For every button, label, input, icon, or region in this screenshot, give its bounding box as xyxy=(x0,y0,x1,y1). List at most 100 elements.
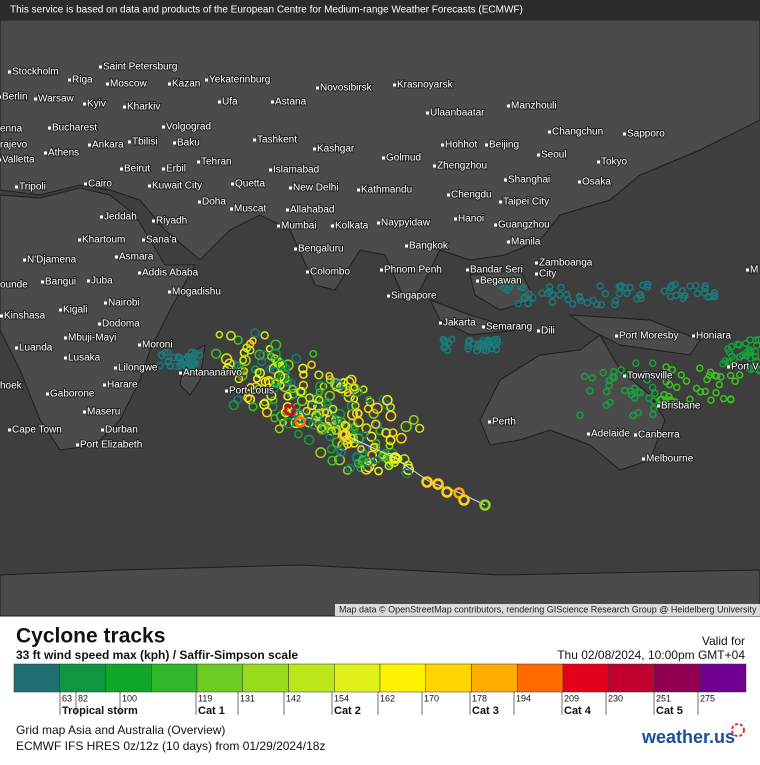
track-point xyxy=(752,357,760,365)
track-point xyxy=(345,463,355,474)
track-point xyxy=(319,422,329,432)
city-label: Phnom Penh xyxy=(384,265,442,276)
track-point xyxy=(389,452,401,464)
city-label: Osaka xyxy=(582,177,611,188)
track-point xyxy=(279,418,287,427)
city-label: Jakarta xyxy=(443,318,476,329)
track-point xyxy=(516,282,525,291)
track-point xyxy=(174,354,183,362)
track-point xyxy=(576,293,584,302)
track-point xyxy=(648,383,657,392)
track-point xyxy=(599,368,607,377)
scale-swatch xyxy=(242,663,289,693)
track-point xyxy=(249,337,257,345)
track-point xyxy=(538,289,546,297)
city-marker xyxy=(535,272,538,276)
city-label: Novosibirsk xyxy=(320,83,373,94)
city-label: Tripoli xyxy=(19,182,46,193)
city-label: Port V xyxy=(731,362,759,373)
track-point xyxy=(521,293,529,301)
track-point xyxy=(350,383,359,392)
track-point xyxy=(226,330,236,341)
scale-value: 194 xyxy=(516,693,531,703)
track-point xyxy=(308,393,321,405)
track-point xyxy=(266,390,277,401)
city-label: Quetta xyxy=(235,179,265,190)
track-point xyxy=(742,348,751,357)
city-label: Bandar Seri xyxy=(470,265,523,276)
city-label: Warsaw xyxy=(38,94,75,105)
scale-value: 142 xyxy=(286,693,301,703)
city-marker xyxy=(197,160,200,164)
city-marker xyxy=(168,290,171,294)
track-point xyxy=(291,353,302,364)
track-point xyxy=(696,364,704,372)
track-point xyxy=(188,361,196,370)
city-marker xyxy=(382,156,385,160)
track-point xyxy=(373,456,381,465)
city-marker xyxy=(0,95,1,99)
city-marker xyxy=(104,301,107,305)
city-marker xyxy=(482,325,485,329)
track-point xyxy=(734,340,742,349)
city-label: Port Elizabeth xyxy=(80,440,142,451)
city-marker xyxy=(331,224,334,228)
city-marker xyxy=(41,280,44,284)
track-point xyxy=(749,364,757,373)
city-marker xyxy=(231,182,234,186)
city-label: Baku xyxy=(177,138,200,149)
city-label: Begawan xyxy=(480,276,522,287)
track-point xyxy=(361,423,372,434)
track-point xyxy=(352,453,364,464)
city-marker xyxy=(485,143,488,147)
track-point xyxy=(662,363,670,371)
city-marker xyxy=(148,184,151,188)
city-label: N'Djamena xyxy=(27,255,77,266)
track-point xyxy=(528,294,537,302)
track-point xyxy=(339,429,351,441)
track-point xyxy=(629,411,637,420)
city-marker xyxy=(115,255,118,259)
track-point xyxy=(296,386,306,397)
city-label: Melbourne xyxy=(646,454,694,465)
track-point xyxy=(327,455,338,466)
city-label: Bengaluru xyxy=(298,244,344,255)
city-label: Khartoum xyxy=(82,235,125,246)
track-point xyxy=(645,394,653,402)
city-marker xyxy=(253,138,256,142)
city-marker xyxy=(15,185,18,189)
track-point xyxy=(701,387,709,396)
city-marker xyxy=(152,219,155,223)
track-point xyxy=(677,371,686,379)
city-label: Volgograd xyxy=(166,122,211,133)
track-point xyxy=(432,478,444,490)
city-label: Manila xyxy=(511,237,541,248)
city-marker xyxy=(271,100,274,104)
city-marker xyxy=(225,389,228,393)
city-label: Ufa xyxy=(222,97,238,108)
city-label: Tokyo xyxy=(601,157,628,168)
city-label: Kathmandu xyxy=(361,185,412,196)
track-point xyxy=(270,348,281,360)
scale-value: 100 xyxy=(122,693,137,703)
track-point xyxy=(181,361,189,370)
track-point xyxy=(333,379,343,390)
city-marker xyxy=(98,322,101,326)
track-point xyxy=(710,289,719,297)
track-point xyxy=(671,280,679,289)
track-point xyxy=(464,344,472,353)
city-label: enna xyxy=(0,124,23,135)
city-marker xyxy=(313,147,316,151)
track-point xyxy=(334,408,346,420)
track-point xyxy=(283,391,292,401)
city-label: Changchun xyxy=(552,127,603,138)
track-point xyxy=(176,362,184,370)
track-point xyxy=(408,414,419,425)
city-marker xyxy=(316,86,319,90)
city-label: Beirut xyxy=(124,164,150,175)
scale-value: 131 xyxy=(240,693,255,703)
city-marker xyxy=(476,279,479,283)
track-point xyxy=(365,395,373,404)
track-point xyxy=(245,345,255,355)
city-marker xyxy=(173,141,176,145)
